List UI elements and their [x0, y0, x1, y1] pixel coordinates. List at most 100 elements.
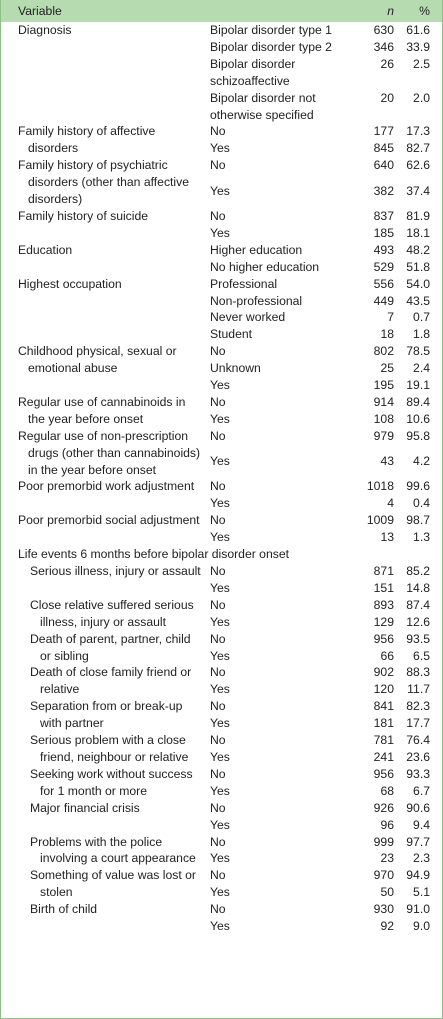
category-cell: No [210, 479, 226, 494]
variable-cell: Seeking work without success for 1 month… [1, 766, 206, 800]
variable-cell: Something of value was lost or stolen [1, 867, 206, 901]
row: Yes 195 19.1 [1, 377, 442, 394]
row: Poor premorbid social adjustment No 1009 98… [1, 512, 442, 529]
variable-label: Life events 6 months before bipolar diso… [18, 547, 289, 562]
percent-cell: 51.8 [406, 259, 430, 274]
percent-cell: 6.7 [413, 783, 430, 798]
row: Yes 23 2.3 [1, 850, 442, 867]
row: Seeking work without success for 1 month… [1, 766, 442, 798]
header-row: Variable n % [1, 0, 442, 22]
row: Yes 13 1.3 [1, 529, 442, 546]
n-cell: 181 [373, 716, 394, 731]
percent-cell: 2.3 [413, 851, 430, 866]
n-cell: 630 [373, 23, 394, 37]
table-body: Diagnosis Bipolar disorder type 1 630 61.6 B… [1, 22, 442, 935]
row: Yes 50 5.1 [1, 884, 442, 901]
n-cell: 529 [373, 259, 394, 274]
percent-cell: 85.2 [406, 564, 430, 578]
percent-cell: 14.8 [406, 580, 430, 595]
row: Serious illness, injury or assault No 871 8… [1, 563, 442, 580]
variable-cell: Family history of suicide [1, 208, 206, 242]
percent-cell: 18.1 [406, 225, 430, 240]
n-cell: 92 [380, 919, 394, 934]
variable-label: Diagnosis [18, 23, 72, 37]
n-cell: 43 [380, 454, 394, 469]
n-cell: 640 [373, 158, 394, 173]
category-cell: No [210, 631, 226, 646]
row: Non-professional 449 43.5 [1, 293, 442, 310]
category-cell: No [210, 699, 226, 714]
percent-cell: 82.7 [406, 141, 430, 156]
variable-cell: Problems with the police involving a cou… [1, 834, 206, 868]
category-cell: Bipolar disorder not otherwise specified [210, 90, 316, 122]
percent-cell: 12.6 [406, 614, 430, 629]
variable-label: Regular use of non-prescription drugs (o… [18, 428, 201, 477]
row: Problems with the police involving a cou… [1, 834, 442, 866]
variable-label: Education [18, 242, 73, 257]
category-cell: Never worked [210, 310, 286, 325]
n-cell: 956 [373, 766, 394, 781]
row: Death of close family friend or relative… [1, 664, 442, 696]
n-cell: 979 [373, 428, 394, 443]
n-cell: 7 [387, 310, 394, 325]
percent-cell: 43.5 [406, 293, 430, 308]
n-cell: 999 [373, 834, 394, 849]
row: Yes 4 0.4 [1, 495, 442, 512]
category-cell: No [210, 665, 226, 680]
category-cell: Yes [210, 648, 230, 663]
row: Highest occupation Professional 556 54.0 [1, 276, 442, 293]
category-cell: No [210, 208, 226, 223]
n-cell: 129 [373, 614, 394, 629]
category-cell: Higher education [210, 242, 303, 257]
row: Yes 845 82.7 [1, 140, 442, 157]
percent-cell: 98.7 [406, 513, 430, 528]
row: Yes 129 12.6 [1, 614, 442, 631]
row: Yes 108 10.6 [1, 411, 442, 428]
percent-cell: 99.6 [406, 479, 430, 494]
percent-cell: 89.4 [406, 394, 430, 409]
n-cell: 120 [373, 682, 394, 697]
category-cell: Yes [210, 454, 230, 469]
category-cell: No higher education [210, 259, 320, 274]
category-cell: No [210, 344, 226, 359]
n-cell: 382 [373, 183, 394, 198]
percent-cell: 5.1 [413, 885, 430, 900]
percent-cell: 0.4 [413, 496, 430, 511]
row: Yes 185 18.1 [1, 225, 442, 242]
n-cell: 1009 [366, 513, 394, 528]
category-cell: Yes [210, 614, 230, 629]
variable-cell: Regular use of cannabinoids in the year … [1, 394, 206, 428]
row: Yes 68 6.7 [1, 783, 442, 800]
variable-label: Death of close family friend or relative [30, 665, 192, 697]
percent-cell: 37.4 [406, 183, 430, 198]
percent-cell: 54.0 [406, 276, 430, 291]
category-cell: No [210, 158, 226, 173]
n-cell: 493 [373, 242, 394, 257]
variable-label: Regular use of cannabinoids in the year … [18, 394, 186, 426]
percent-cell: 97.7 [406, 834, 430, 849]
variable-cell: Diagnosis [1, 22, 206, 123]
category-cell: Yes [210, 225, 230, 240]
row: Life events 6 months before bipolar diso… [1, 546, 442, 563]
n-cell: 50 [380, 885, 394, 900]
percent-cell: 93.5 [406, 631, 430, 646]
n-cell: 177 [373, 124, 394, 139]
n-cell: 1018 [366, 479, 394, 494]
variable-label: Family history of psychiatric disorders … [18, 158, 190, 207]
variable-cell: Separation from or break-up with partner [1, 698, 206, 732]
category-cell: Yes [210, 885, 230, 900]
row: Student 18 1.8 [1, 326, 442, 343]
category-cell: Yes [210, 749, 230, 764]
row: Something of value was lost or stolen No 9… [1, 867, 442, 899]
row: No higher education 529 51.8 [1, 259, 442, 276]
category-cell: Student [210, 327, 253, 342]
n-cell: 23 [380, 851, 394, 866]
row: Death of parent, partner, child or sibli… [1, 631, 442, 663]
n-cell: 956 [373, 631, 394, 646]
variable-cell: Regular use of non-prescription drugs (o… [1, 428, 206, 479]
row: Regular use of non-prescription drugs (o… [1, 428, 442, 477]
category-cell: Yes [210, 378, 230, 393]
row: Family history of affective disorders No 1… [1, 123, 442, 155]
percent-cell: 1.3 [413, 530, 430, 545]
